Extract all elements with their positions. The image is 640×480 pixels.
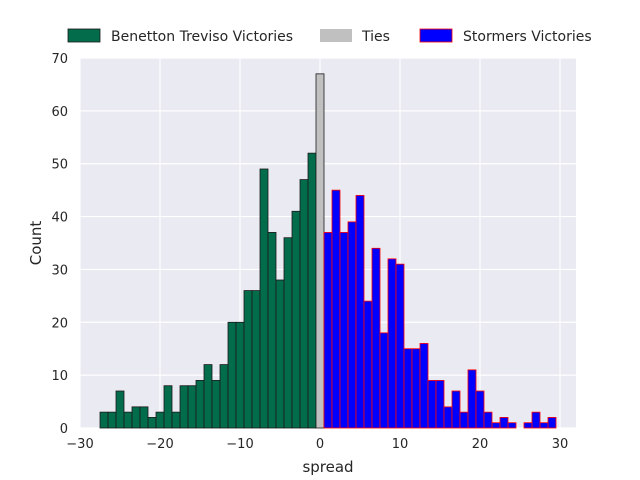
histogram-bar [443,406,453,429]
y-axis-label: Count [27,221,45,266]
histogram-bar [187,385,197,429]
histogram-bar [387,258,397,429]
histogram-bar [379,332,389,429]
histogram-bar [395,263,405,429]
histogram-bar [323,232,333,429]
y-tick-label: 0 [60,422,68,437]
y-tick-label: 60 [51,105,68,120]
tick-labels: −30 −20 −10 0 10 20 30 0 10 20 30 40 50 60 70 [51,52,568,452]
histogram-bar [115,390,125,429]
histogram-bar [451,390,461,429]
histogram-bar [547,417,557,429]
histogram-bar [131,406,141,429]
histogram-bar [219,364,229,429]
histogram-bar [523,422,533,429]
x-tick-label: 20 [472,437,489,452]
histogram-bar [331,189,341,429]
histogram-bar [299,179,309,429]
histogram-bar [467,369,477,429]
x-tick-label: 10 [392,437,409,452]
histogram-bar [107,411,117,429]
histogram-bar [427,380,437,429]
histogram-bar [307,152,317,429]
histogram-bar [267,232,277,429]
histogram-bar [507,422,517,429]
y-tick-label: 40 [51,211,68,226]
y-tick-label: 10 [51,369,68,384]
legend: Benetton Treviso Victories Ties Stormers… [67,28,592,45]
legend-label-stormers-victories: Stormers Victories [463,29,592,45]
histogram-bar [483,411,493,429]
histogram-bar [371,247,381,429]
bars [99,73,557,429]
legend-swatch-ties [320,29,352,42]
histogram-bar [163,385,173,429]
histogram-bar [203,364,213,429]
y-tick-label: 50 [51,158,68,173]
histogram-bar [411,348,421,429]
histogram-bar [179,385,189,429]
histogram-bar [211,380,221,429]
histogram-bar [275,279,285,429]
histogram-bar [147,417,157,429]
histogram-bar [99,411,109,429]
histogram-bar [251,290,261,429]
histogram-bar [139,406,149,429]
histogram-bar [235,321,245,429]
x-axis-label: spread [302,458,353,476]
legend-swatch-benetton-treviso-victories [67,28,101,43]
histogram-bar [315,73,325,429]
histogram-bar [195,380,205,429]
histogram-bar [123,411,133,429]
y-tick-label: 30 [51,263,68,278]
histogram-bar [227,321,237,429]
histogram-bar [155,411,165,429]
legend-label-benetton-treviso-victories: Benetton Treviso Victories [111,29,293,45]
histogram-bar [259,168,269,429]
histogram-bar [347,221,357,429]
x-tick-label: −30 [66,437,93,452]
legend-swatch-stormers-victories [419,28,453,43]
x-tick-label: −10 [226,437,253,452]
histogram-bar [339,232,349,429]
histogram-bar [459,411,469,429]
x-tick-label: 30 [552,437,569,452]
legend-label-ties: Ties [361,29,390,45]
histogram-bar [539,422,549,429]
histogram-bar [491,422,501,429]
histogram-bar [171,411,181,429]
x-tick-label: −20 [146,437,173,452]
x-tick-label: 0 [316,437,324,452]
histogram-bar [499,417,509,429]
histogram-bar [363,300,373,429]
histogram-bar [291,210,301,429]
histogram-bar [435,380,445,429]
histogram-bar [419,343,429,429]
histogram-bar [355,195,365,429]
y-tick-label: 70 [51,52,68,67]
y-tick-label: 20 [51,316,68,331]
histogram-bar [243,290,253,429]
histogram-bar [283,237,293,429]
histogram-bar [403,348,413,429]
histogram-bar [475,390,485,429]
histogram-bar [531,411,541,429]
